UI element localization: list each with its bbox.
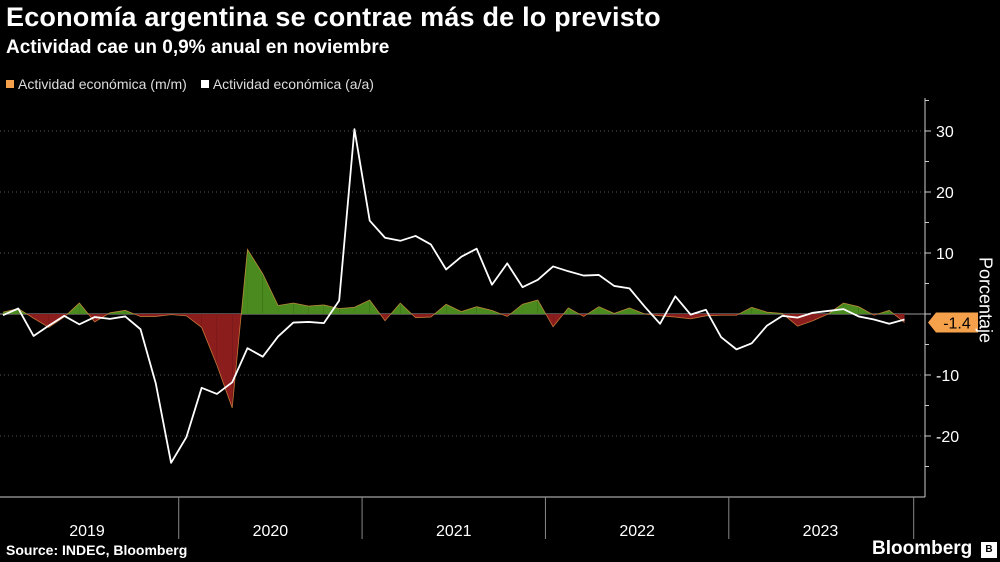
axes	[0, 98, 931, 539]
mm-area-negative	[33, 314, 49, 328]
last-value-label: -1.4	[943, 316, 971, 333]
mm-area-positive	[339, 307, 355, 314]
mm-area-positive	[323, 304, 340, 314]
mm-area-negative	[660, 314, 676, 318]
mm-area-negative	[216, 314, 233, 408]
mm-area-positive	[278, 303, 294, 314]
axis-labels: 30 20 10 -10 -20 2019 2020 2021 2022 2023 -1.4	[69, 124, 978, 540]
mm-area-negative	[201, 314, 217, 366]
mm-area-positive	[751, 307, 767, 314]
gridlines	[0, 130, 925, 437]
mm-series-line	[2, 248, 905, 409]
legend-item-aa: Actividad económica (a/a)	[200, 76, 374, 92]
mm-area-positive	[247, 249, 263, 314]
mm-area-group	[3, 249, 905, 408]
x-year-label-2019: 2019	[69, 523, 105, 540]
y-tick-label-10: 10	[936, 246, 954, 263]
x-year-label-2022: 2022	[619, 523, 655, 540]
mm-area-positive	[293, 303, 309, 314]
mm-area-positive	[476, 306, 492, 314]
legend: Actividad económica (m/m) Actividad econ…	[6, 76, 374, 92]
y-tick-label--20: -20	[936, 429, 959, 446]
legend-item-mm: Actividad económica (m/m)	[6, 76, 187, 92]
last-value-badge	[928, 312, 978, 333]
bloomberg-logo: Bloomberg	[872, 538, 973, 559]
aa-series-line	[2, 128, 905, 464]
mm-area-negative	[690, 314, 706, 319]
mm-area-positive	[308, 304, 324, 314]
mm-area-negative	[140, 314, 156, 317]
chart-title: Economía argentina se contrae más de lo …	[6, 2, 661, 32]
mm-area-positive	[354, 299, 370, 314]
y-tick-label--10: -10	[936, 368, 959, 385]
mm-area-positive	[262, 273, 279, 314]
x-year-label-2023: 2023	[803, 523, 839, 540]
x-year-label-2021: 2021	[436, 523, 472, 540]
legend-swatch-mm	[6, 80, 14, 88]
legend-label-aa: Actividad económica (a/a)	[212, 76, 374, 92]
legend-label-mm: Actividad económica (m/m)	[18, 76, 187, 92]
y-axis-label: Porcentaje	[975, 256, 996, 344]
bloomberg-badge-icon: B	[981, 542, 997, 558]
y-tick-label-30: 30	[936, 124, 954, 141]
mm-area-positive	[446, 304, 462, 314]
mm-area-positive	[461, 306, 477, 314]
x-year-label-2020: 2020	[253, 523, 289, 540]
chart-subtitle: Actividad cae un 0,9% anual en noviembre	[6, 37, 390, 58]
y-tick-label-20: 20	[936, 185, 954, 202]
mm-area-negative	[415, 314, 431, 318]
legend-swatch-aa	[200, 80, 209, 88]
series-lines	[2, 128, 905, 464]
mm-area-negative	[675, 314, 691, 319]
source-note: Source: INDEC, Bloomberg	[6, 542, 188, 558]
